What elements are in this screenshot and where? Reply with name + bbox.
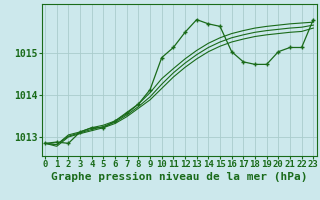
X-axis label: Graphe pression niveau de la mer (hPa): Graphe pression niveau de la mer (hPa) xyxy=(51,172,308,182)
